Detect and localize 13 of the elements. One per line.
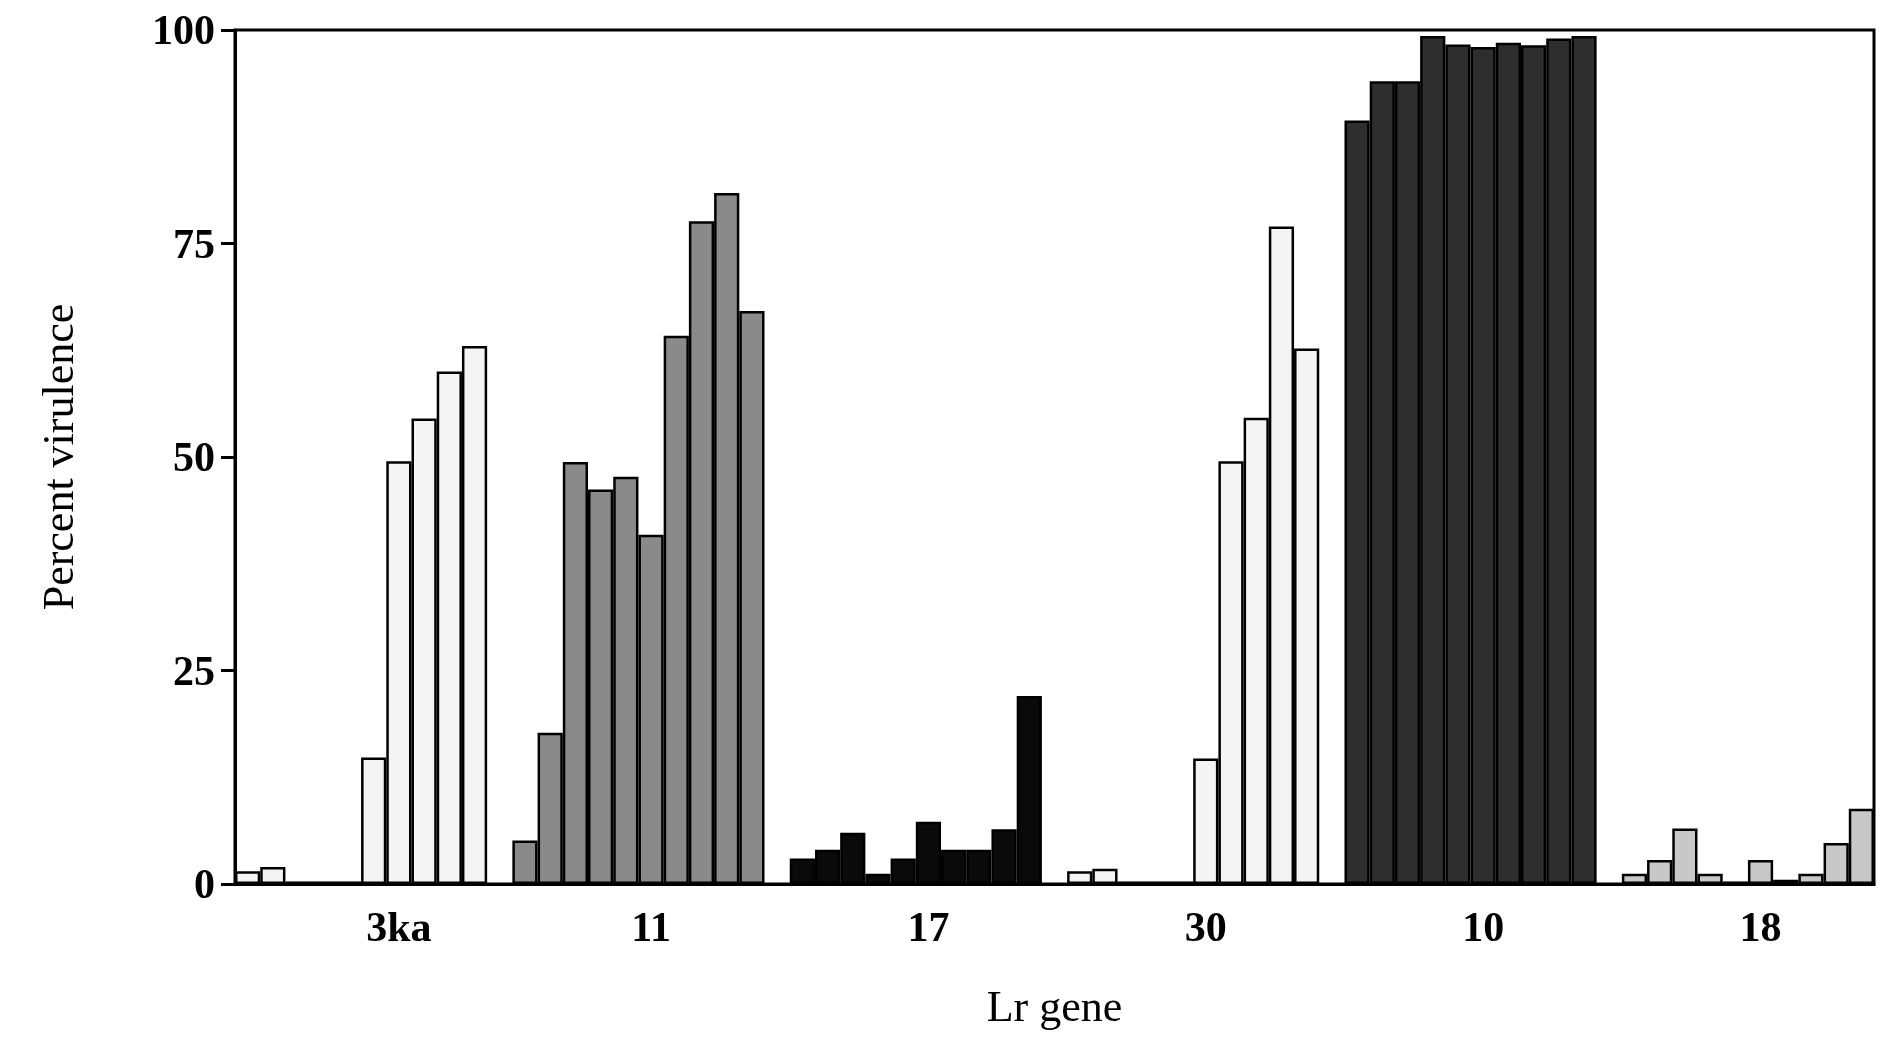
x-axis-title: Lr gene	[986, 981, 1123, 1031]
y-tick-label: 50	[173, 434, 215, 480]
x-tick-label: 11	[631, 904, 671, 950]
x-tick-label: 17	[907, 904, 950, 950]
x-tick-label: 10	[1462, 904, 1505, 950]
x-tick-label: 30	[1184, 904, 1227, 950]
y-tick-label: 100	[152, 7, 215, 53]
y-axis-title: Percent virulence	[33, 303, 83, 611]
y-tick-label: 0	[194, 861, 215, 907]
x-tick-label: 3ka	[366, 904, 432, 950]
x-tick-label: 18	[1739, 904, 1782, 950]
y-tick-label: 25	[173, 647, 215, 694]
y-tick-label: 75	[173, 220, 215, 267]
